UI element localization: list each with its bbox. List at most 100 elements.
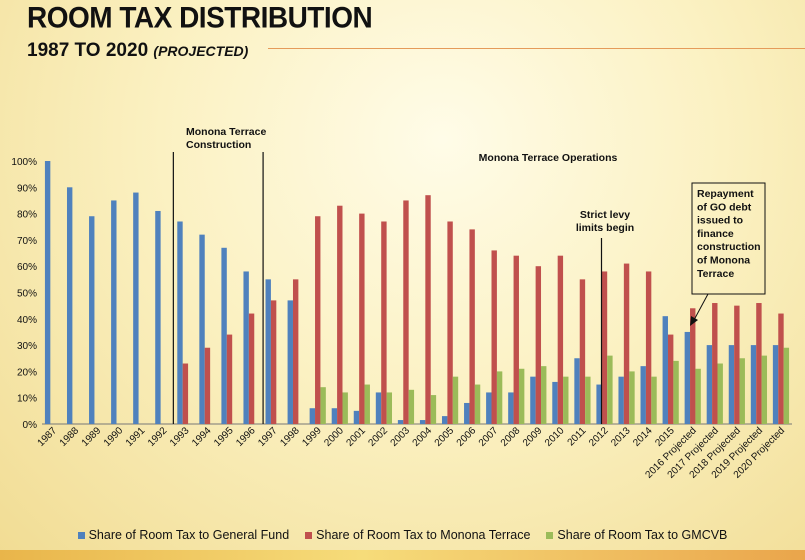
- x-tick-label: 2000: [322, 425, 346, 449]
- bar-general-fund: [464, 402, 470, 424]
- bar-monona-terrace: [623, 263, 630, 424]
- bar-general-fund: [530, 376, 536, 424]
- x-tick-label: 2002: [367, 425, 391, 449]
- bar-monona-terrace: [204, 347, 211, 424]
- legend-swatch-gmcvb: [546, 531, 554, 539]
- y-tick-label: 40%: [17, 315, 37, 326]
- bar-general-fund: [662, 316, 668, 424]
- bar-monona-terrace: [292, 279, 299, 424]
- x-tick-label: 2011: [566, 425, 589, 448]
- bar-general-fund: [397, 420, 404, 424]
- bar-general-fund: [486, 392, 492, 424]
- bar-monona-terrace: [712, 303, 718, 424]
- bar-monona-terrace: [425, 195, 431, 424]
- bar-general-fund: [177, 221, 183, 424]
- y-tick-label: 90%: [17, 183, 37, 194]
- bar-monona-terrace: [645, 271, 652, 424]
- bar-gmcvb: [430, 395, 437, 424]
- bar-general-fund: [89, 216, 95, 424]
- bar-monona-terrace: [579, 279, 586, 424]
- x-axis: 1987198819891990199119921993199419951996…: [36, 425, 787, 481]
- x-tick-label: 2010: [543, 425, 567, 449]
- bar-gmcvb: [320, 387, 326, 424]
- y-tick-label: 60%: [17, 262, 37, 273]
- bar-general-fund: [508, 392, 514, 424]
- bar-monona-terrace: [315, 216, 321, 424]
- bar-general-fund: [574, 358, 580, 424]
- bottom-decor-bar: [0, 550, 805, 560]
- x-tick-label: 1993: [168, 425, 192, 449]
- subtitle-projected-note: (PROJECTED): [153, 43, 249, 59]
- bar-gmcvb: [761, 355, 768, 424]
- bar-monona-terrace: [337, 205, 343, 424]
- bar-general-fund: [243, 271, 249, 424]
- x-tick-label: 1998: [278, 425, 302, 449]
- bar-gmcvb: [651, 376, 657, 424]
- bar-gmcvb: [386, 392, 393, 424]
- bar-general-fund: [265, 279, 271, 424]
- x-tick-label: 2001: [344, 425, 368, 449]
- legend-swatch-general-fund: [77, 531, 85, 539]
- bar-monona-terrace: [513, 255, 519, 424]
- bar-general-fund: [155, 210, 161, 424]
- bar-monona-terrace: [226, 334, 233, 424]
- bar-monona-terrace: [667, 334, 674, 424]
- y-tick-label: 100%: [11, 157, 37, 168]
- bar-gmcvb: [717, 363, 723, 424]
- y-tick-label: 80%: [17, 210, 37, 221]
- bar-monona-terrace: [778, 313, 784, 424]
- x-tick-label: 1992: [146, 425, 170, 449]
- bar-monona-terrace: [557, 255, 564, 424]
- x-tick-label: 1991: [124, 425, 148, 449]
- bar-monona-terrace: [447, 221, 453, 424]
- bar-general-fund: [441, 416, 448, 424]
- bars: [44, 161, 790, 424]
- bar-general-fund: [706, 345, 713, 424]
- bar-monona-terrace: [690, 308, 696, 424]
- repayment-annotation: Repayment of GO debt issued to finance const…: [697, 188, 761, 280]
- bar-general-fund: [309, 408, 316, 424]
- bar-monona-terrace: [469, 229, 475, 424]
- bar-gmcvb: [518, 368, 525, 424]
- legend-item-gmcvb: Share of Room Tax to GMCVB: [546, 528, 727, 542]
- bar-general-fund: [618, 376, 624, 424]
- bar-monona-terrace: [535, 266, 542, 424]
- x-tick-label: 2009: [521, 425, 545, 449]
- bar-general-fund: [331, 408, 338, 424]
- bar-general-fund: [133, 192, 139, 424]
- bar-general-fund: [111, 200, 117, 424]
- bar-gmcvb: [629, 371, 635, 424]
- x-tick-label: 1990: [102, 425, 126, 449]
- x-tick-label: 1988: [58, 425, 82, 449]
- repayment-box: [691, 182, 766, 295]
- y-tick-label: 0%: [23, 420, 38, 431]
- x-tick-label: 1987: [36, 425, 60, 449]
- bar-general-fund: [221, 247, 227, 424]
- operations-annotation: Monona Terrace Operations: [479, 152, 618, 164]
- bar-gmcvb: [541, 366, 547, 424]
- bar-monona-terrace: [182, 363, 189, 424]
- bar-monona-terrace: [734, 305, 740, 424]
- bar-monona-terrace: [248, 313, 255, 424]
- bar-general-fund: [375, 392, 382, 424]
- bar-general-fund: [728, 345, 735, 424]
- x-tick-label: 1996: [234, 425, 258, 449]
- bar-gmcvb: [607, 355, 613, 424]
- bar-monona-terrace: [491, 250, 497, 424]
- x-tick-label: 2013: [609, 425, 633, 449]
- slide-title: ROOM TAX DISTRIBUTION: [27, 1, 373, 34]
- bar-general-fund: [750, 345, 757, 424]
- bar-gmcvb: [342, 392, 348, 424]
- legend-label-monona-terrace: Share of Room Tax to Monona Terrace: [316, 528, 531, 542]
- bar-gmcvb: [673, 360, 679, 424]
- bar-monona-terrace: [359, 213, 365, 424]
- x-tick-label: 1999: [300, 425, 324, 449]
- bar-gmcvb: [452, 376, 459, 424]
- bar-general-fund: [640, 366, 646, 424]
- x-tick-label: 2004: [411, 425, 435, 449]
- bar-general-fund: [66, 187, 73, 424]
- y-tick-label: 10%: [17, 394, 37, 405]
- x-tick-label: 2003: [389, 425, 413, 449]
- bar-gmcvb: [408, 389, 415, 424]
